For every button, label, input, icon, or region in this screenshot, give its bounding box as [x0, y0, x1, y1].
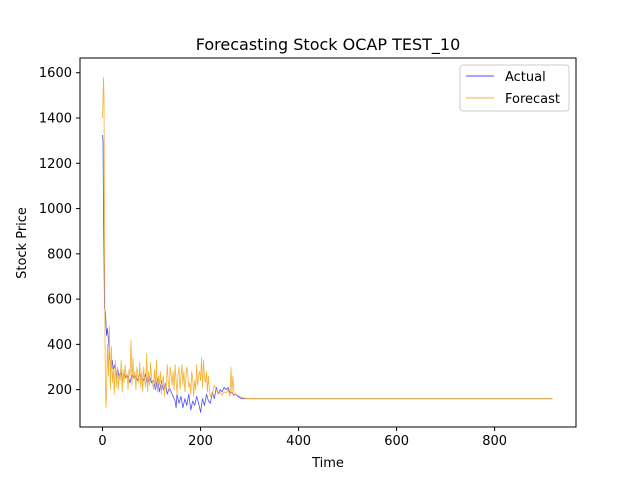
- x-tick-label: 200: [188, 434, 213, 449]
- x-axis-ticks: 0 200 400 600 800: [98, 427, 507, 449]
- x-tick-label: 0: [98, 434, 106, 449]
- plot-frame: [79, 57, 577, 428]
- x-tick-label: 400: [286, 434, 311, 449]
- y-tick-label: 1400: [39, 111, 72, 126]
- x-tick-label: 800: [482, 434, 507, 449]
- y-axis-ticks: 200 400 600 800 1000 1200 1400 1600: [39, 66, 80, 398]
- legend-label-actual: Actual: [505, 70, 546, 85]
- series-line-forecast: [102, 76, 553, 409]
- x-tick-label: 600: [384, 434, 409, 449]
- legend-label-forecast: Forecast: [505, 92, 560, 107]
- chart-title: Forecasting Stock OCAP TEST_10: [196, 35, 461, 55]
- y-tick-label: 1200: [39, 157, 72, 172]
- x-axis-title: Time: [311, 456, 344, 471]
- y-tick-label: 800: [47, 247, 72, 262]
- y-tick-label: 200: [47, 383, 72, 398]
- y-tick-label: 1000: [39, 202, 72, 217]
- series-layer: [102, 76, 553, 413]
- y-tick-label: 1600: [39, 66, 72, 81]
- legend: Actual Forecast: [459, 64, 570, 112]
- y-tick-label: 600: [47, 293, 72, 308]
- y-axis-title: Stock Price: [15, 207, 30, 279]
- y-tick-label: 400: [47, 338, 72, 353]
